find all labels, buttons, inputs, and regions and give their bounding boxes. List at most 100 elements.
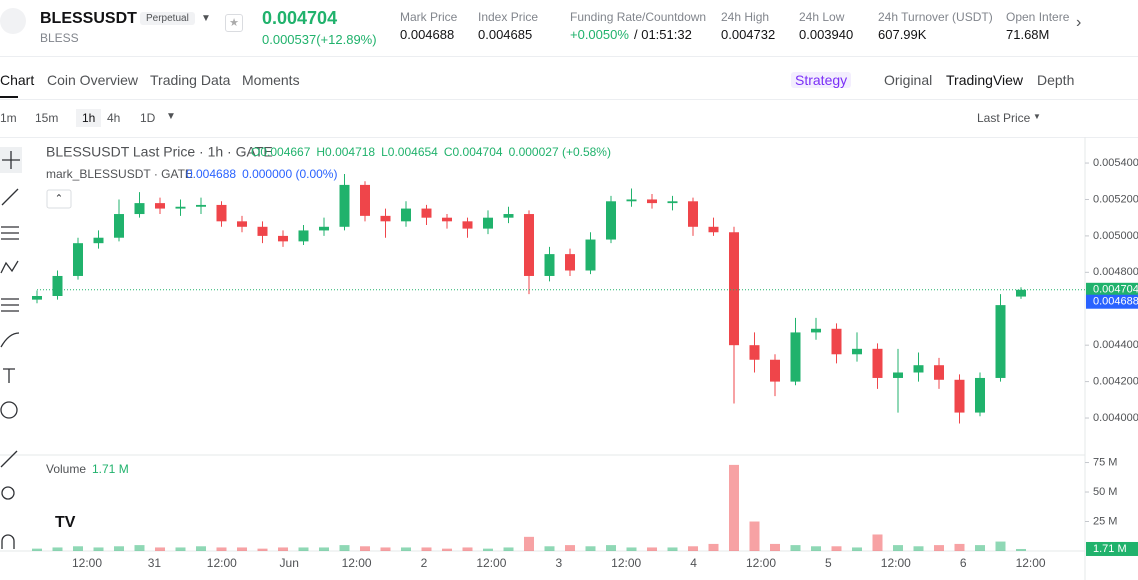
price-source-arrow: ▼ — [1033, 112, 1041, 121]
candle-body — [52, 275, 63, 296]
right-tab[interactable]: Depth — [1037, 72, 1075, 88]
candle-body — [606, 201, 616, 240]
candle-body — [708, 226, 719, 233]
legend-ohlc: C0.004704 — [444, 145, 503, 159]
y-tick-label: 0.004200 — [1093, 376, 1138, 388]
favorite[interactable]: ★ — [225, 14, 243, 32]
stat-label: Index Price — [478, 10, 539, 24]
legend-mark-value: 0.004688 — [186, 167, 236, 181]
chart: ⌃ TV BLESSUSDT Last Price · 1h · GATE ma… — [0, 137, 1138, 580]
interval[interactable]: 4h — [107, 111, 121, 125]
interval-more[interactable]: ▼ — [166, 111, 176, 122]
volume-bar — [319, 547, 329, 551]
volume-bar — [872, 534, 883, 551]
price-source[interactable]: Last Price — [977, 111, 1031, 125]
volume-bar — [790, 545, 801, 551]
volume-tick-label: 50 M — [1093, 486, 1117, 498]
tool-emoji[interactable] — [0, 401, 18, 419]
candle-body — [257, 226, 268, 236]
interval[interactable]: 1h — [76, 109, 102, 127]
volume-bar — [647, 547, 657, 551]
candle-body — [483, 217, 493, 229]
candle-body — [155, 203, 165, 209]
candle-body — [770, 359, 780, 382]
volume-bar — [360, 546, 370, 551]
volume-bar — [32, 548, 42, 551]
symbol[interactable]: BLESSUSDT — [40, 10, 137, 27]
collapse-legend[interactable] — [46, 189, 72, 209]
tab-underline — [0, 96, 18, 98]
scroll-right[interactable]: › — [1076, 14, 1082, 31]
y-tick-label: 0.005000 — [1093, 230, 1138, 242]
dropdown-arrow[interactable]: ▼ — [201, 13, 211, 24]
price-change: 0.000537(+12.89%) — [262, 32, 377, 47]
tool-lines[interactable] — [1, 226, 19, 240]
candle-body — [32, 296, 42, 300]
volume-bar — [708, 543, 719, 551]
tab[interactable]: Chart — [0, 72, 35, 88]
interval[interactable]: 1m — [0, 111, 17, 125]
volume-bar — [975, 545, 985, 551]
legend-mark-value: 0.000000 (0.00%) — [242, 167, 337, 181]
candle-body — [442, 217, 452, 222]
right-tab[interactable]: TradingView — [946, 72, 1024, 88]
tool-crosshair[interactable] — [2, 151, 20, 169]
volume-bar — [688, 546, 698, 551]
volume-bar — [52, 547, 63, 551]
stat-label: 24h High — [721, 10, 770, 24]
candle-body — [544, 254, 555, 276]
candle-body — [319, 226, 329, 231]
divider — [0, 56, 1138, 57]
candle-body — [134, 203, 145, 215]
y-tick-label: 0.005200 — [1093, 193, 1138, 205]
volume-bar — [483, 548, 493, 551]
tool-ruler[interactable] — [0, 450, 18, 468]
candle-body — [114, 214, 124, 238]
right-tab[interactable]: Original — [884, 72, 933, 88]
legend-ohlc: O0.004667 — [251, 145, 311, 159]
tab[interactable]: Trading Data — [150, 72, 231, 88]
tool-fib[interactable] — [1, 298, 19, 312]
candle-body — [811, 328, 821, 333]
volume-bar — [216, 547, 227, 551]
volume-tick-label: 25 M — [1093, 515, 1117, 527]
stat-value: +0.0050% — [570, 27, 629, 42]
candle-body — [667, 201, 678, 204]
x-tick-label: 6 — [960, 556, 967, 570]
candle-body — [462, 221, 473, 229]
x-tick-label: 3 — [555, 556, 562, 570]
candle-body — [1016, 289, 1026, 297]
tab[interactable]: Coin Overview — [47, 72, 139, 88]
stat-value: 607.99K — [878, 27, 927, 42]
tool-brush[interactable] — [0, 332, 20, 348]
x-tick-label: 12:00 — [1016, 556, 1046, 570]
candle-body — [196, 204, 206, 207]
y-tick-label: 0.004800 — [1093, 266, 1138, 278]
x-tick-label: 5 — [825, 556, 832, 570]
candle-body — [93, 237, 104, 244]
tab[interactable]: Moments — [242, 72, 300, 88]
candle-body — [831, 328, 842, 355]
volume-bar — [729, 464, 739, 551]
divider — [0, 99, 1138, 100]
volume-bar — [893, 545, 903, 551]
x-tick-label: 12:00 — [611, 556, 641, 570]
tool-pattern[interactable] — [0, 260, 19, 274]
price-tag — [1086, 294, 1138, 309]
volume-bar — [237, 547, 247, 551]
legend-title: BLESSUSDT Last Price · 1h · GATE — [46, 144, 273, 160]
tool-magnet[interactable] — [1, 534, 15, 549]
right-tab[interactable]: Strategy — [791, 72, 852, 88]
interval[interactable]: 1D — [140, 111, 156, 125]
tool-zoom[interactable] — [1, 486, 15, 500]
volume-bar — [995, 541, 1006, 551]
tool-text[interactable] — [3, 368, 15, 383]
volume-bar — [544, 546, 555, 551]
tool-trendline[interactable] — [1, 188, 19, 206]
candle-body — [626, 199, 637, 202]
stat-value: 0.003940 — [799, 27, 854, 42]
volume-bar — [339, 545, 350, 551]
interval[interactable]: 15m — [35, 111, 59, 125]
